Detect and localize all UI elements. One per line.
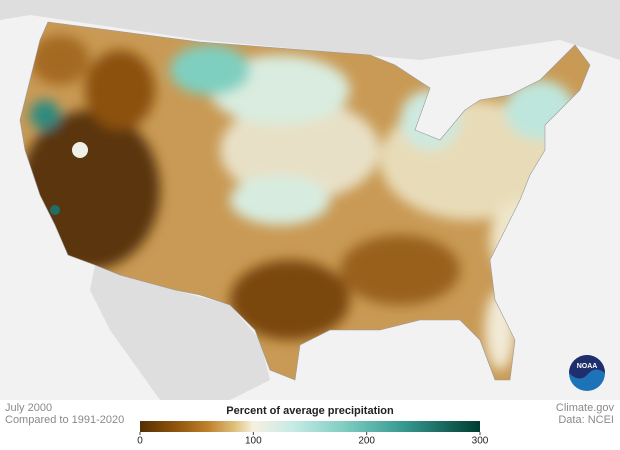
- mexico: [90, 265, 270, 400]
- legend-title: Percent of average precipitation: [226, 405, 394, 417]
- baseline: Compared to 1991-2020: [5, 414, 124, 426]
- canada: [0, 0, 620, 60]
- date: July 2000: [5, 402, 52, 414]
- tick-label: 0: [137, 436, 143, 447]
- color-bar: [140, 421, 480, 432]
- source: Climate.gov: [556, 402, 615, 414]
- tick-label: 200: [358, 436, 375, 447]
- tick-label: 100: [245, 436, 262, 447]
- noaa-logo: NOAA: [569, 355, 605, 391]
- tick-label: 300: [472, 436, 489, 447]
- logo-text: NOAA: [577, 363, 598, 370]
- data-source: Data: NCEI: [558, 414, 614, 426]
